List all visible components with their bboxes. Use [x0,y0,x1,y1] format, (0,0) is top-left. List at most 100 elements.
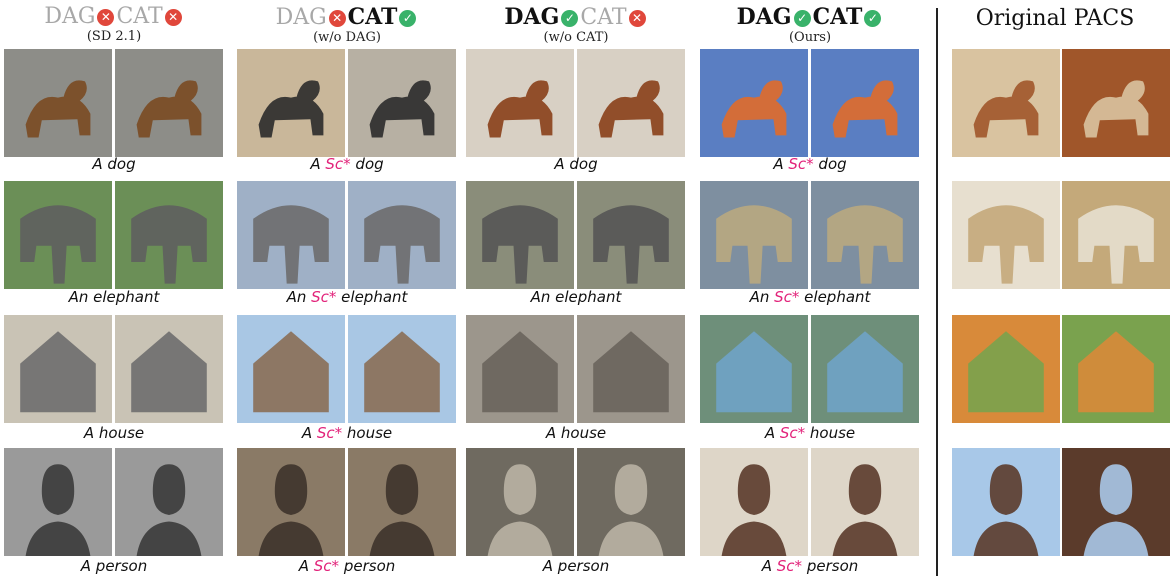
style-token: Sc* [325,155,351,173]
style-token: Sc* [313,557,340,575]
dag-label: DAG [504,4,560,30]
caption-text: A person [542,557,610,575]
caption-text: elephant [799,288,871,306]
dog-image-a [4,49,112,157]
caption-text: An [286,288,312,306]
column-header: DAG ✓ CAT ✕ (w/o CAT) [466,4,686,45]
pacs-person-image-a [952,448,1060,556]
elephant-image-b [348,181,456,289]
caption: A person [4,557,224,575]
caption-text: A [773,155,789,173]
caption-text: An elephant [530,288,622,306]
caption: A Sc* person [700,557,920,575]
caption-text: An elephant [68,288,160,306]
person-image-b [348,448,456,556]
cross-icon: ✕ [164,9,182,26]
caption: A dog [4,155,224,173]
caption: A dog [466,155,686,173]
header-title: DAG ✓ CAT ✕ [466,4,686,31]
elephant-image-b [115,181,223,289]
caption-text: A person [80,557,148,575]
dog-image-b [577,49,685,157]
house-image-a [237,315,345,423]
person-image-b [115,448,223,556]
caption-text: house [342,424,393,442]
dog-image-a [700,49,808,157]
header-title: DAG ✕ CAT ✓ [237,4,457,31]
dog-image-b [811,49,919,157]
pacs-person-image-b [1062,448,1170,556]
cross-icon: ✕ [97,9,115,26]
elephant-image-b [811,181,919,289]
caption-text: elephant [336,288,408,306]
dog-image-a [466,49,574,157]
caption: An Sc* elephant [237,288,457,306]
style-token: Sc* [311,288,337,306]
caption-text: A [298,557,314,575]
pacs-house-image-a [952,315,1060,423]
house-image-b [577,315,685,423]
cat-label: CAT [580,5,627,30]
style-token: Sc* [788,155,814,173]
check-icon: ✓ [561,10,579,27]
cat-label: CAT [116,4,163,29]
caption-text: person [802,557,859,575]
caption: An Sc* elephant [700,288,920,306]
caption: An elephant [4,288,224,306]
dag-label: DAG [736,4,792,30]
elephant-image-a [237,181,345,289]
caption-text: dog [350,155,384,173]
dog-image-b [348,49,456,157]
check-icon: ✓ [793,10,811,27]
dag-label: DAG [44,4,96,29]
column-header: DAG ✕ CAT ✓ (w/o DAG) [237,4,457,45]
caption-text: A [761,557,777,575]
header-subtitle: (w/o CAT) [543,30,609,45]
header-title: DAG ✕ CAT ✕ [4,4,224,30]
pacs-elephant-image-b [1062,181,1170,289]
caption: A Sc* dog [700,155,920,173]
caption: A house [466,424,686,442]
caption-text: house [805,424,856,442]
cat-label: CAT [812,4,863,30]
caption-text: An [749,288,775,306]
caption-text: A [301,424,317,442]
caption: A house [4,424,224,442]
caption-text: dog [813,155,847,173]
elephant-image-b [577,181,685,289]
dog-image-b [115,49,223,157]
elephant-image-a [700,181,808,289]
person-image-a [700,448,808,556]
house-image-a [4,315,112,423]
house-image-b [115,315,223,423]
style-token: Sc* [776,557,803,575]
dag-label: DAG [275,5,327,30]
pacs-dog-image-a [952,49,1060,157]
column-header: DAG ✓ CAT ✓ (Ours) [700,4,920,45]
pacs-elephant-image-a [952,181,1060,289]
caption-text: A dog [554,155,598,173]
cross-icon: ✕ [328,10,346,27]
house-image-b [811,315,919,423]
elephant-image-a [4,181,112,289]
pacs-house-image-b [1062,315,1170,423]
header-subtitle: (Ours) [788,30,832,45]
caption: A person [466,557,686,575]
caption: A Sc* house [700,424,920,442]
house-image-b [348,315,456,423]
caption: A Sc* house [237,424,457,442]
cat-label: CAT [347,4,398,30]
column-divider [936,8,938,576]
dog-image-a [237,49,345,157]
house-image-a [700,315,808,423]
pacs-dog-image-b [1062,49,1170,157]
header-subtitle: (SD 2.1) [86,29,142,44]
person-image-a [466,448,574,556]
column-header: DAG ✕ CAT ✕ (SD 2.1) [4,4,224,44]
header-subtitle: (w/o DAG) [313,30,381,45]
cross-icon: ✕ [628,10,646,27]
header-title: DAG ✓ CAT ✓ [700,4,920,31]
caption: An elephant [466,288,686,306]
check-icon: ✓ [399,10,417,27]
caption-text: A [764,424,780,442]
